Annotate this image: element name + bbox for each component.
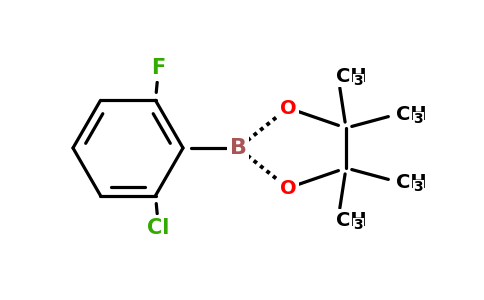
Text: CH: CH: [396, 172, 426, 191]
Text: 3: 3: [413, 180, 423, 194]
Text: 3: 3: [353, 74, 363, 88]
Text: CH: CH: [396, 104, 426, 124]
Text: O: O: [280, 98, 296, 118]
Text: 3: 3: [353, 218, 363, 232]
Text: CH: CH: [336, 211, 366, 230]
Text: Cl: Cl: [147, 218, 170, 238]
Text: 3: 3: [413, 112, 423, 126]
Text: CH: CH: [336, 67, 366, 85]
Text: F: F: [151, 58, 166, 78]
Text: B: B: [229, 138, 246, 158]
Text: O: O: [280, 178, 296, 197]
